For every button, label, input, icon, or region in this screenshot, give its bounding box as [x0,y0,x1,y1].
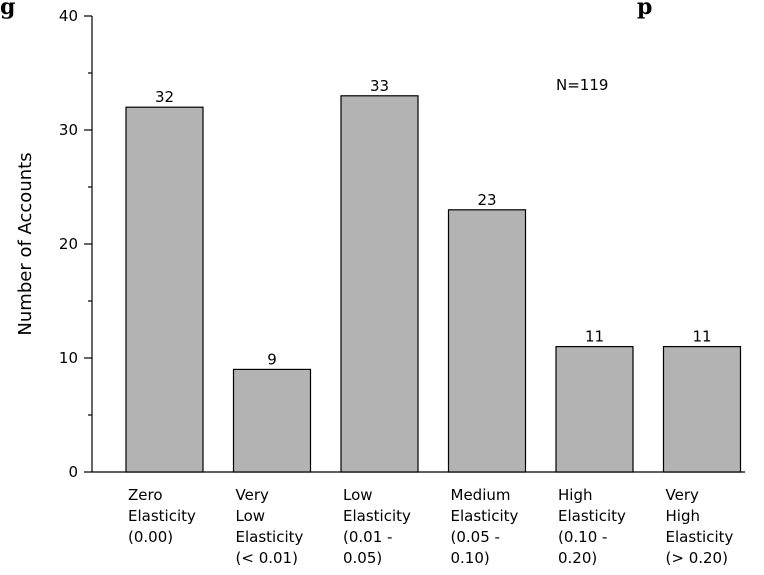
bar-value-labels: 32 9 33 23 11 11 [155,77,712,369]
x-category-label-line: 0.20) [558,549,597,567]
x-category-label-line: Low [236,507,266,525]
bar [232,368,312,473]
x-category-label-line: Elasticity [451,507,519,525]
bar [555,346,634,473]
bars [125,95,742,473]
y-tick-label: 0 [68,463,78,481]
category-labels: Zero Elasticity (0.00) Very Low Elasticity (< … [128,486,733,567]
bar [662,346,742,473]
y-tick-label: 40 [59,7,78,25]
x-category-label-line: Elasticity [128,507,196,525]
x-category-label-line: Zero [128,486,163,504]
bar [125,106,204,473]
x-category-label-line: (0.05 - [451,528,500,546]
y-axis-label: Number of Accounts [15,152,36,335]
x-category-label: Very Low Elasticity (< 0.01) [236,486,304,567]
bar-value-label: 11 [692,328,711,346]
x-category-label-line: Very [666,486,699,504]
x-category-label-line: High [666,507,700,525]
bar-value-label: 9 [267,350,277,368]
y-tick-label: 10 [59,349,78,367]
x-category-label-line: (> 0.20) [666,549,728,567]
y-tick-label: 20 [59,235,78,253]
x-category-label-line: (0.10 - [558,528,607,546]
x-category-label-line: (< 0.01) [236,549,298,567]
bar [447,209,527,473]
bar-value-label: 32 [155,88,174,106]
x-category-label-line: Low [343,486,373,504]
chart-title-right-fragment: p [637,0,652,20]
x-category-label-line: Very [236,486,269,504]
sample-size-annotation: N=119 [556,76,608,94]
x-category-label-line: Medium [451,486,511,504]
bar-value-label: 23 [477,191,496,209]
bar-value-label: 11 [585,328,604,346]
x-category-label: Zero Elasticity (0.00) [128,486,196,546]
x-category-label-line: Elasticity [343,507,411,525]
x-category-label: Medium Elasticity (0.05 - 0.10) [451,486,519,567]
x-category-label-line: High [558,486,592,504]
x-category-label-line: Elasticity [236,528,304,546]
x-category-label-line: 0.10) [451,549,490,567]
x-category-label-line: Elasticity [558,507,626,525]
x-category-label: High Elasticity (0.10 - 0.20) [558,486,626,567]
x-category-label-line: 0.05) [343,549,382,567]
x-category-label-line: (0.00) [128,528,173,546]
x-category-label: Very High Elasticity (> 0.20) [666,486,734,567]
x-category-label-line: Elasticity [666,528,734,546]
chart-title-left-fragment: g [0,0,15,20]
x-category-label: Low Elasticity (0.01 - 0.05) [343,486,411,567]
x-category-label-line: (0.01 - [343,528,392,546]
bar [340,95,419,473]
y-tick-label: 30 [59,121,78,139]
bar-value-label: 33 [370,77,389,95]
